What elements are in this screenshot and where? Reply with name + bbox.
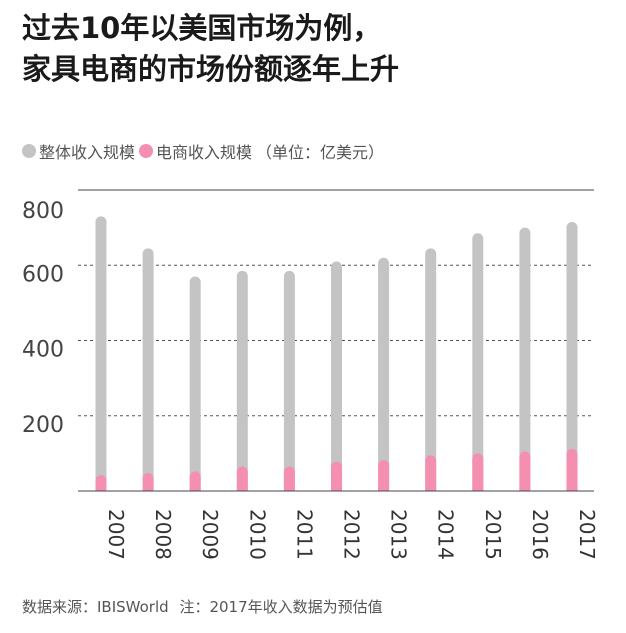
bar-chart: 800 600 400 200 2007 2008 2009 2010 2011 2012 2013… (22, 189, 599, 560)
bar-ecommerce-2007 (95, 475, 107, 491)
bar-ecommerce-2011 (283, 466, 295, 491)
x-tick-label-2009: 2009 (198, 509, 222, 560)
x-tick-label-2017: 2017 (575, 509, 599, 560)
legend-dot-total (22, 144, 36, 158)
legend-label-total: 整体收入规模 (39, 143, 136, 162)
bar-ecommerce-2009 (189, 471, 201, 491)
x-tick-label-2010: 2010 (245, 509, 269, 560)
bar-total-2008 (142, 248, 154, 491)
bar-total-2014 (425, 248, 437, 491)
bar-ecommerce-2017 (566, 448, 578, 491)
bar-total-2012 (331, 261, 342, 491)
y-tick-label-600: 600 (22, 262, 64, 287)
x-tick-label-2012: 2012 (340, 509, 364, 560)
bar-ecommerce-2008 (142, 472, 154, 491)
legend: 整体收入规模 电商收入规模 （单位：亿美元） (22, 139, 384, 163)
bar-ecommerce-2014 (425, 455, 437, 491)
x-tick-label-2014: 2014 (434, 509, 458, 560)
chart-title: 过去10年以美国市场为例， 家具电商的市场份额逐年上升 (22, 8, 612, 90)
bar-ecommerce-2012 (331, 461, 342, 491)
bar-total-2007 (95, 216, 107, 491)
bar-ecommerce-2016 (519, 451, 531, 491)
bar-total-2017 (566, 221, 578, 491)
y-tick-label-200: 200 (22, 413, 64, 438)
x-tick-label-2011: 2011 (292, 509, 316, 560)
source-note: 数据来源：IBISWorld 注：2017年收入数据为预估值 (22, 596, 389, 617)
legend-dot-ecommerce (139, 144, 154, 158)
bar-ecommerce-2010 (236, 466, 248, 491)
y-tick-label-800: 800 (22, 199, 64, 224)
title-line-2: 家具电商的市场份额逐年上升 (22, 52, 400, 86)
bar-total-2011 (283, 270, 295, 491)
bar-total-2015 (472, 233, 484, 492)
bar-total-2009 (189, 276, 201, 491)
legend-unit-note: （单位：亿美元） (256, 143, 385, 162)
y-tick-label-400: 400 (22, 338, 64, 363)
x-tick-label-2007: 2007 (104, 509, 128, 560)
x-tick-label-2013: 2013 (387, 509, 411, 560)
legend-item-total: 整体收入规模 (22, 139, 135, 163)
bar-ecommerce-2013 (378, 460, 390, 491)
source-footnote: 注：2017年收入数据为预估值 (179, 598, 383, 616)
bar-total-2013 (378, 257, 390, 491)
x-tick-label-2016: 2016 (528, 509, 552, 560)
source-label: 数据来源：IBISWorld (22, 598, 169, 616)
legend-label-ecommerce: 电商收入规模 (156, 143, 253, 162)
x-tick-label-2015: 2015 (481, 509, 505, 560)
legend-item-ecommerce: 电商收入规模 (139, 139, 252, 163)
bar-ecommerce-2015 (472, 453, 484, 491)
x-tick-label-2008: 2008 (151, 509, 175, 560)
bar-total-2016 (519, 227, 531, 491)
title-line-1: 过去10年以美国市场为例， (22, 11, 382, 45)
bar-total-2010 (236, 270, 248, 491)
